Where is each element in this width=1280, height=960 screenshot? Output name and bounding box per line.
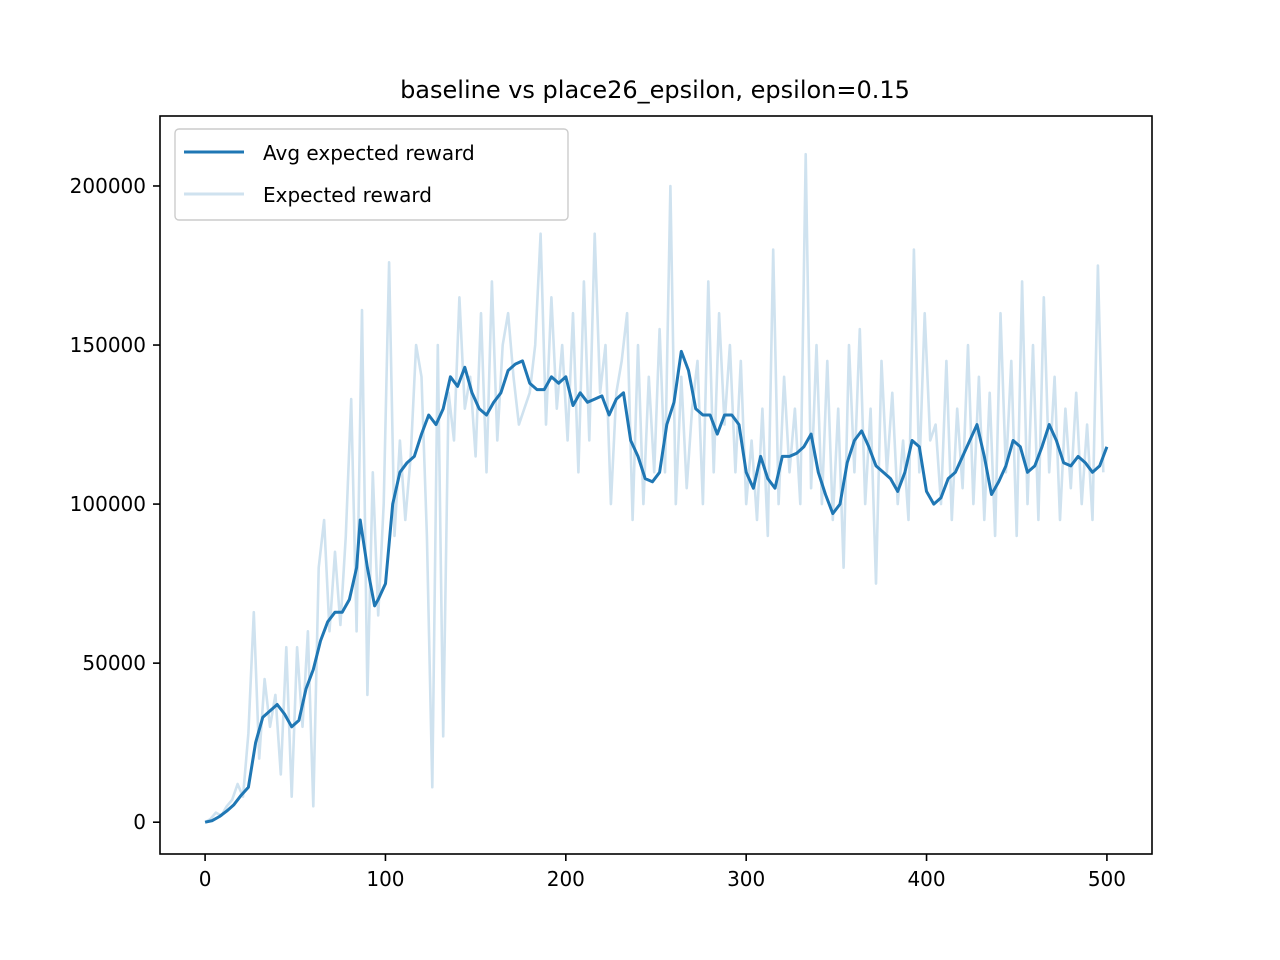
x-axis: 0 100 200 300 400 500 — [199, 854, 1126, 891]
series-line-expected-reward — [204, 152, 1105, 824]
chart-title: baseline vs place26_epsilon, epsilon=0.1… — [400, 76, 910, 104]
legend-label-avg-expected-reward: Avg expected reward — [263, 141, 475, 165]
y-tick-label: 200000 — [70, 174, 146, 198]
y-axis: 0 50000 100000 150000 200000 — [70, 174, 160, 834]
y-tick-label: 150000 — [70, 333, 146, 357]
series-line-avg-expected-reward — [204, 349, 1109, 824]
x-tick-label: 400 — [907, 867, 945, 891]
legend: Avg expected reward Expected reward — [174, 128, 569, 221]
x-tick-label: 200 — [547, 867, 585, 891]
y-tick-label: 0 — [133, 810, 146, 834]
x-tick-label: 300 — [727, 867, 765, 891]
x-tick-label: 0 — [199, 867, 212, 891]
legend-box — [174, 128, 569, 221]
plot-frame — [159, 115, 1153, 855]
legend-label-expected-reward: Expected reward — [263, 183, 432, 207]
y-tick-label: 100000 — [70, 492, 146, 516]
series-layer — [204, 152, 1109, 824]
y-tick-label: 50000 — [82, 651, 146, 675]
x-tick-label: 100 — [366, 867, 404, 891]
x-tick-label: 500 — [1088, 867, 1126, 891]
